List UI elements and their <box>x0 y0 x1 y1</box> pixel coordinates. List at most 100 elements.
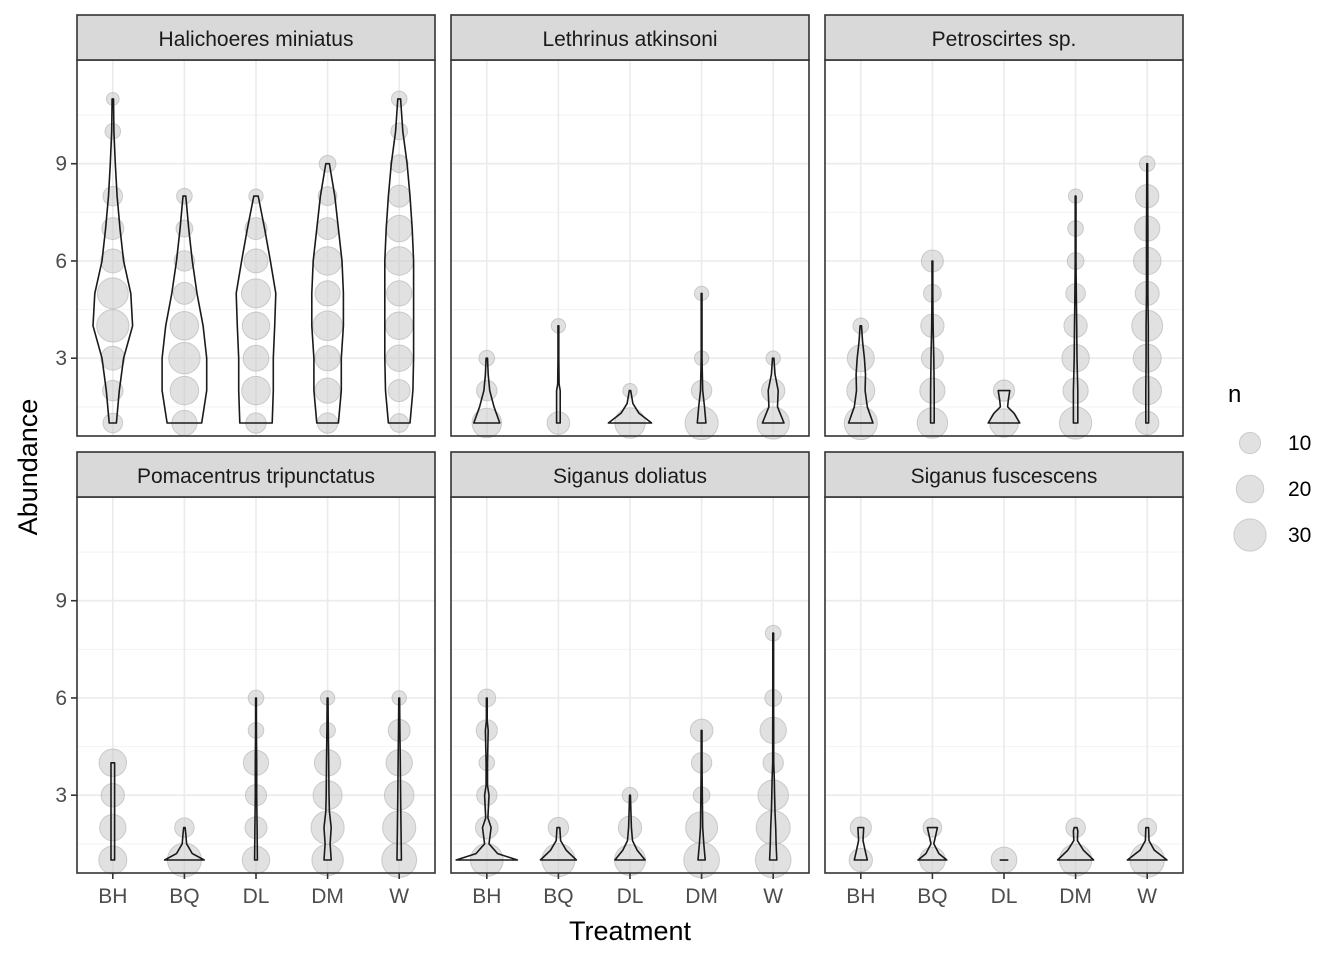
point-dm-2 <box>690 379 713 402</box>
point-w-8 <box>387 184 411 208</box>
group-dl <box>614 786 646 877</box>
point-dm-3 <box>314 345 341 372</box>
group-dl <box>990 846 1018 874</box>
violin-dl <box>253 697 259 861</box>
violin-bq <box>917 826 948 861</box>
x-tick-label: DL <box>617 885 644 908</box>
group-bh <box>455 688 519 877</box>
legend-entries: 10 20 30 <box>1233 431 1311 552</box>
strip-background <box>824 14 1184 61</box>
y-tick-label: 3 <box>55 784 67 807</box>
x-tick-label: BQ <box>917 885 947 908</box>
legend-label: 30 <box>1288 524 1311 547</box>
point-dm-7 <box>316 217 340 241</box>
point-bh-3 <box>100 783 125 808</box>
panel-pomacentrus-tripunctatus: Pomacentrus tripunctatus 3 6 9 BH BQ DL DM W <box>55 451 436 908</box>
group-bh <box>843 317 878 441</box>
violin-bh <box>853 826 869 861</box>
x-tick-label: W <box>1137 885 1157 908</box>
strip-title: Lethrinus atkinsoni <box>542 28 717 51</box>
strip-background <box>450 14 810 61</box>
panel-siganus-doliatus: Siganus doliatus BH BQ DL DM W <box>450 451 810 908</box>
point-dl-2 <box>617 815 643 840</box>
violin-w <box>1145 162 1150 424</box>
group-dm <box>1058 188 1093 440</box>
point-dm-2 <box>310 810 345 845</box>
y-tick-label: 6 <box>55 250 67 273</box>
legend-label: 20 <box>1288 478 1311 501</box>
violin-bh <box>847 325 874 424</box>
point-dm-4 <box>1063 313 1088 338</box>
group-bh <box>848 816 873 873</box>
point-dm-2 <box>314 377 341 404</box>
legend-title: n <box>1228 381 1241 408</box>
point-w-4 <box>1131 309 1164 342</box>
point-w-2 <box>387 379 411 403</box>
violin-w <box>768 632 778 861</box>
x-tick-label: DM <box>685 885 718 908</box>
violin-bq <box>929 260 935 424</box>
point-w-5 <box>386 280 413 307</box>
group-dl <box>241 689 271 875</box>
violin-w <box>1126 826 1168 861</box>
group-dl <box>235 188 277 434</box>
legend-entry-30: 30 <box>1233 518 1311 552</box>
panel-halichoeres-miniatus: Halichoeres miniatus 3 6 9 <box>55 14 436 437</box>
y-tick-label: 3 <box>55 347 67 370</box>
x-tick-label: BQ <box>169 885 199 908</box>
point-bh-2 <box>846 376 876 406</box>
group-bq <box>917 817 948 874</box>
legend-entry-10: 10 <box>1238 431 1311 455</box>
point-bh-3 <box>476 784 498 806</box>
violin-bh <box>455 697 519 861</box>
group-dm <box>683 718 720 879</box>
point-dl-6 <box>243 248 269 274</box>
point-w-7 <box>385 214 413 243</box>
violin-bq <box>555 325 561 424</box>
group-w <box>1131 155 1164 436</box>
point-dm-8 <box>317 186 338 206</box>
x-tick-label: BQ <box>543 885 573 908</box>
point-dm-2 <box>685 811 719 845</box>
point-bq-5 <box>172 281 196 305</box>
point-bh-2 <box>476 379 498 402</box>
grid-lines <box>825 497 1183 873</box>
violin-bh <box>473 357 501 424</box>
point-w-2 <box>761 378 786 403</box>
group-dl <box>607 382 653 439</box>
point-bq-7 <box>175 219 194 238</box>
x-tick-label: BH <box>846 885 875 908</box>
point-dl-3 <box>242 344 270 372</box>
violin-w <box>384 98 415 424</box>
violin-w <box>396 697 403 861</box>
strip-title: Siganus doliatus <box>553 465 707 488</box>
y-tick-label: 9 <box>55 153 67 176</box>
point-bh-3 <box>846 344 875 373</box>
point-w-3 <box>383 779 415 811</box>
violin-w <box>761 357 785 424</box>
x-tick-label: BH <box>98 885 127 908</box>
point-bq-6 <box>173 250 196 272</box>
x-tick-label: W <box>763 885 783 908</box>
group-bq <box>161 187 208 437</box>
violin-bh <box>110 762 116 861</box>
strip-title: Siganus fuscescens <box>911 465 1098 488</box>
x-tick-label: DL <box>991 885 1018 908</box>
grid-lines <box>451 60 809 436</box>
group-bh <box>471 349 503 439</box>
point-dl-2 <box>244 816 268 840</box>
panel-siganus-fuscescens: Siganus fuscescens BH BQ DL DM W <box>824 451 1184 908</box>
group-bh <box>98 748 128 875</box>
point-w-4 <box>384 311 414 341</box>
strip-title: Petroscirtes sp. <box>932 28 1077 51</box>
group-w <box>756 350 790 440</box>
point-w-2 <box>755 810 791 846</box>
violin-dm <box>311 162 345 424</box>
point-dm-4 <box>312 310 343 342</box>
point-w-3 <box>757 779 789 811</box>
point-dm-5 <box>314 280 341 307</box>
point-w-4 <box>385 749 413 777</box>
group-dm <box>311 154 345 434</box>
violin-dm <box>696 292 707 424</box>
